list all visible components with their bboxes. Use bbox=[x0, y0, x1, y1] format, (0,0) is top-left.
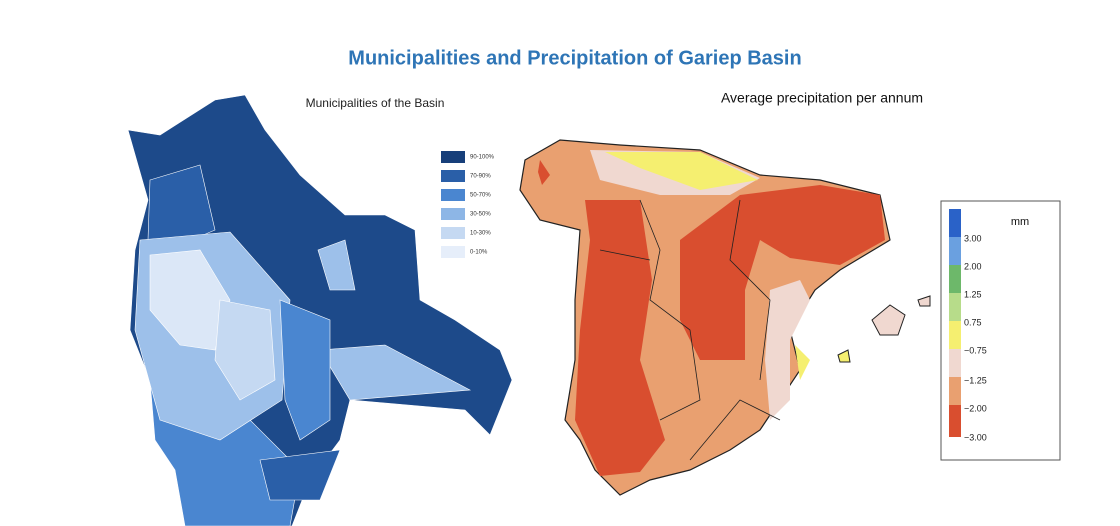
region bbox=[319, 344, 472, 401]
region bbox=[214, 299, 276, 401]
legend-label: 0-10% bbox=[470, 250, 488, 256]
legend-swatch bbox=[949, 349, 961, 377]
legend-label: 50-70% bbox=[470, 193, 491, 199]
region bbox=[795, 345, 810, 380]
legend-tick: 2.00 bbox=[964, 261, 982, 271]
legend-swatch bbox=[441, 189, 465, 201]
legend-swatch bbox=[949, 321, 961, 349]
legend-tick: 0.75 bbox=[964, 317, 982, 327]
legend-swatch bbox=[949, 265, 961, 293]
legend-unit: mm bbox=[1011, 216, 1029, 228]
region bbox=[538, 160, 550, 185]
legend-swatch bbox=[441, 170, 465, 182]
island bbox=[917, 295, 931, 307]
legend-tick: −2.00 bbox=[964, 403, 987, 413]
map-title: Municipalities of the Basin bbox=[306, 96, 445, 110]
legend-tick: −3.00 bbox=[964, 432, 987, 442]
border bbox=[599, 199, 781, 461]
region bbox=[149, 249, 231, 351]
region bbox=[680, 185, 885, 360]
region bbox=[605, 152, 758, 190]
region bbox=[259, 449, 341, 501]
region bbox=[765, 280, 810, 420]
region bbox=[279, 299, 331, 441]
legend-swatch bbox=[949, 405, 961, 437]
legend-tick: −0.75 bbox=[964, 345, 987, 355]
legend-swatch bbox=[441, 227, 465, 239]
legend-label: 90-100% bbox=[470, 155, 495, 161]
legend-label: 10-30% bbox=[470, 231, 491, 237]
precipitation-map: Average precipitation per annum mm 3.00 … bbox=[519, 90, 1061, 496]
island bbox=[837, 349, 851, 363]
legend-swatch bbox=[949, 209, 961, 237]
slide-title: Municipalities and Precipitation of Gari… bbox=[348, 47, 801, 69]
legend-label: 30-50% bbox=[470, 212, 491, 218]
legend-tick: 1.25 bbox=[964, 289, 982, 299]
region bbox=[317, 239, 356, 291]
region bbox=[575, 200, 665, 476]
municipalities-map: Municipalities of the Basin 90-100% 70-9… bbox=[127, 94, 513, 526]
legend-tick: 3.00 bbox=[964, 233, 982, 243]
legend-swatch bbox=[949, 237, 961, 265]
legend-label: 70-90% bbox=[470, 174, 491, 180]
island bbox=[871, 304, 906, 336]
legend-swatch bbox=[441, 246, 465, 258]
legend-tick: −1.25 bbox=[964, 375, 987, 385]
legend-swatch bbox=[441, 151, 465, 163]
legend-swatch bbox=[949, 293, 961, 321]
legend-swatch bbox=[949, 377, 961, 405]
legend-swatch bbox=[441, 208, 465, 220]
map-title: Average precipitation per annum bbox=[721, 90, 923, 106]
